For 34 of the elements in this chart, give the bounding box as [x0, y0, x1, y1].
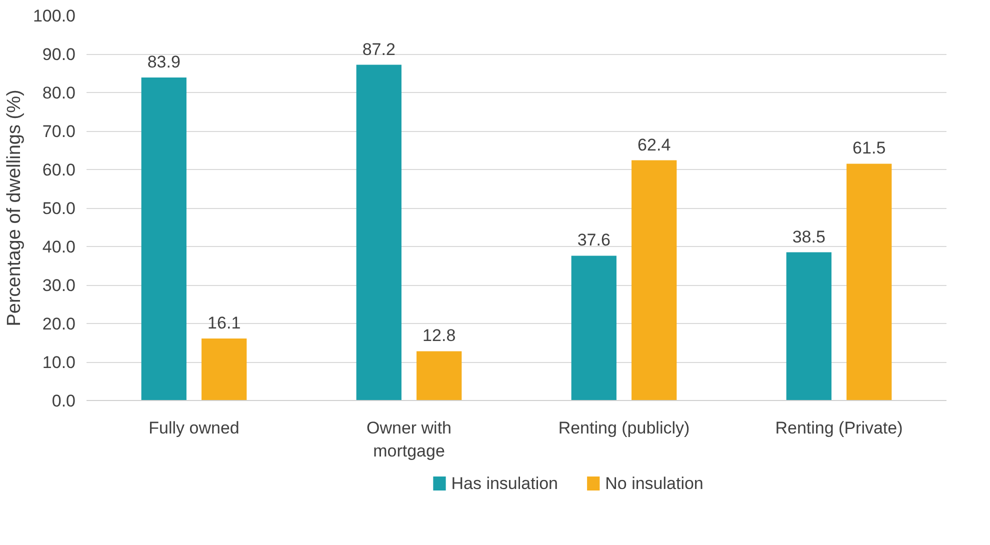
data-label: 37.6 — [577, 230, 610, 250]
y-tick-label: 70.0 — [42, 122, 76, 141]
bar — [786, 252, 832, 400]
bar — [632, 160, 677, 400]
legend-label: Has insulation — [451, 474, 558, 493]
data-label: 38.5 — [792, 227, 826, 246]
y-tick-label: 80.0 — [42, 84, 76, 102]
bar — [356, 64, 402, 400]
y-tick-label: 90.0 — [42, 45, 76, 64]
bar — [141, 77, 186, 400]
bar — [571, 256, 616, 400]
x-tick-label: Renting (publicly) — [558, 418, 690, 438]
y-tick-label: 0.0 — [52, 392, 76, 410]
data-label: 62.4 — [638, 135, 671, 154]
data-label: 61.5 — [852, 138, 886, 158]
bar — [202, 338, 247, 400]
x-tick-label: Renting (Private) — [775, 418, 903, 438]
y-axis-title: Percentage of dwellings (%) — [4, 90, 25, 326]
y-tick-label: 100.0 — [32, 6, 76, 26]
y-tick-label: 60.0 — [42, 160, 76, 180]
y-tick-label: 40.0 — [42, 238, 76, 256]
y-tick-label: 20.0 — [42, 314, 76, 334]
bar — [846, 164, 892, 400]
y-tick-label: 10.0 — [42, 353, 76, 372]
bar — [416, 351, 462, 400]
y-tick-label: 50.0 — [42, 199, 76, 218]
data-label: 83.9 — [147, 52, 180, 72]
x-tick-label: Fully owned — [148, 418, 240, 438]
data-label: 12.8 — [422, 326, 456, 346]
x-tick-label: Owner with mortgage — [366, 418, 452, 460]
y-tick-label: 30.0 — [42, 276, 76, 295]
data-label: 16.1 — [208, 314, 241, 333]
legend-label: No insulation — [605, 474, 704, 493]
data-label: 87.2 — [362, 40, 396, 59]
